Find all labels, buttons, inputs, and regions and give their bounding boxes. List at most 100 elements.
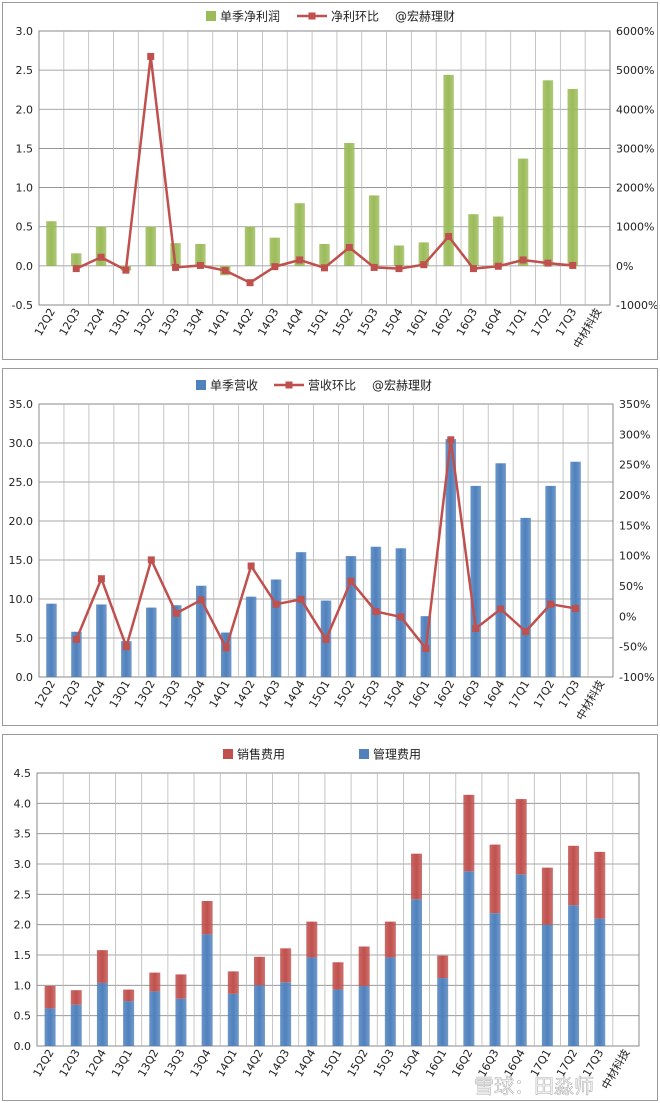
bar [96, 604, 107, 677]
bar [368, 195, 380, 266]
x-tick-label: 15Q1 [319, 1047, 345, 1079]
line-point [544, 259, 552, 267]
bar-admin-expense [96, 982, 108, 1046]
bar [295, 552, 307, 677]
bar [146, 607, 157, 677]
bar [170, 243, 181, 266]
line-point [97, 253, 105, 261]
x-tick-label: 13Q4 [188, 1047, 214, 1079]
y2-tick-label: 4000% [616, 103, 654, 116]
bar-admin-expense [515, 874, 527, 1046]
bar-sales-expense [463, 794, 475, 872]
x-tick-label: 17Q2 [531, 678, 557, 710]
line-point [196, 261, 204, 269]
line-point [272, 600, 280, 608]
legend-swatch [223, 749, 233, 759]
bar-admin-expense [411, 899, 423, 1046]
x-tick-label: 16Q3 [456, 678, 482, 710]
y-tick-label: 0.0 [16, 671, 34, 684]
line-point [321, 264, 328, 272]
profit-chart-panel: -0.5 0.0 0.5 1.0 1.5 2.0 2.5 3.0 -1000% 0% 1000% 20… [2, 2, 658, 360]
legend-label: 净利环比 [331, 10, 379, 24]
line-point [147, 556, 155, 564]
y-tick-label: 35.0 [9, 398, 34, 411]
line-point [246, 279, 254, 287]
bar [220, 632, 232, 677]
x-tick-label: 15Q2 [331, 678, 357, 710]
bar [46, 603, 57, 677]
line-point [97, 575, 105, 583]
bar [195, 243, 206, 266]
x-tick-label: 13Q3 [157, 678, 183, 710]
bar-admin-expense [70, 1004, 82, 1046]
x-tick-label: 14Q2 [232, 678, 258, 710]
bar-admin-expense [123, 1001, 135, 1046]
y2-tick-label: 0% [619, 610, 636, 623]
bar-admin-expense [489, 913, 501, 1046]
bar [468, 214, 479, 266]
line-point [296, 256, 304, 264]
x-tick-label: 12Q4 [82, 678, 108, 710]
bar-admin-expense [384, 957, 396, 1046]
line-point [397, 613, 405, 621]
x-tick-label: 15Q3 [371, 1047, 397, 1079]
x-tick-label: 17Q3 [553, 306, 579, 338]
line-point [72, 265, 80, 273]
bar-admin-expense [227, 993, 239, 1046]
y2-tick-label: 0% [616, 260, 633, 273]
line-point [221, 267, 229, 275]
y2-tick-label: 300% [619, 428, 650, 441]
bar [393, 245, 405, 266]
bar [345, 556, 357, 677]
bar [517, 158, 529, 266]
bar-admin-expense [280, 982, 292, 1046]
legend-label: 营收环比 [308, 379, 356, 393]
y-tick-label: 10.0 [9, 593, 34, 606]
legend-swatch [196, 380, 206, 390]
y-tick-label: 1.5 [14, 949, 32, 962]
y-tick-label: 1.0 [16, 182, 34, 195]
bar-sales-expense [332, 962, 344, 990]
bar-admin-expense [463, 871, 475, 1046]
x-tick-label: 15Q1 [307, 678, 333, 710]
x-tick-label: 13Q1 [106, 306, 132, 338]
bar [545, 485, 556, 677]
watermark: 雪球：田淼师 [470, 1070, 656, 1100]
bar-admin-expense [437, 978, 449, 1046]
x-tick-label: 12Q2 [32, 306, 58, 338]
line-point [122, 643, 130, 651]
bar-admin-expense [594, 918, 606, 1046]
line-point [469, 265, 477, 273]
x-tick-label: 13Q3 [161, 1047, 187, 1079]
x-tick-label: 15Q4 [379, 306, 405, 338]
x-tick-label: 13Q3 [156, 306, 182, 338]
bar-sales-expense [437, 955, 449, 979]
bar [269, 237, 281, 266]
legend-swatch [359, 749, 369, 759]
y2-tick-label: 200% [619, 489, 650, 502]
y-tick-label: 4.5 [14, 767, 32, 780]
x-tick-label: 12Q4 [82, 306, 108, 338]
x-tick-label: 13Q1 [109, 1047, 135, 1079]
bar-sales-expense [358, 946, 370, 986]
x-tick-label: 15Q1 [305, 306, 331, 338]
bar-admin-expense [44, 1008, 56, 1046]
bar [294, 203, 305, 266]
x-tick-label: 17Q1 [506, 678, 532, 710]
x-tick-label: 14Q3 [255, 306, 281, 338]
line-point [172, 263, 180, 271]
y2-tick-label: 150% [619, 519, 650, 532]
expense-chart: 0.0 0.5 1.0 1.5 2.0 2.5 3.0 3.5 4.0 4.5 12Q2 12Q3 12… [14, 747, 640, 1092]
x-tick-label: 12Q3 [57, 1047, 83, 1079]
line-point [447, 436, 455, 444]
y-tick-label: 0.0 [16, 260, 34, 273]
bar-sales-expense [201, 901, 213, 935]
revenue-chart: 0.0 5.0 10.0 15.0 20.0 25.0 30.0 35.0 -100% -50% 0… [9, 378, 655, 723]
y-tick-label: 0.5 [14, 1010, 32, 1023]
line-point [522, 628, 530, 635]
x-tick-label: 14Q2 [240, 1047, 266, 1079]
bar-sales-expense [384, 921, 396, 958]
x-tick-label: 15Q4 [381, 678, 407, 710]
x-tick-label: 16Q2 [429, 306, 455, 338]
bar [171, 605, 182, 677]
